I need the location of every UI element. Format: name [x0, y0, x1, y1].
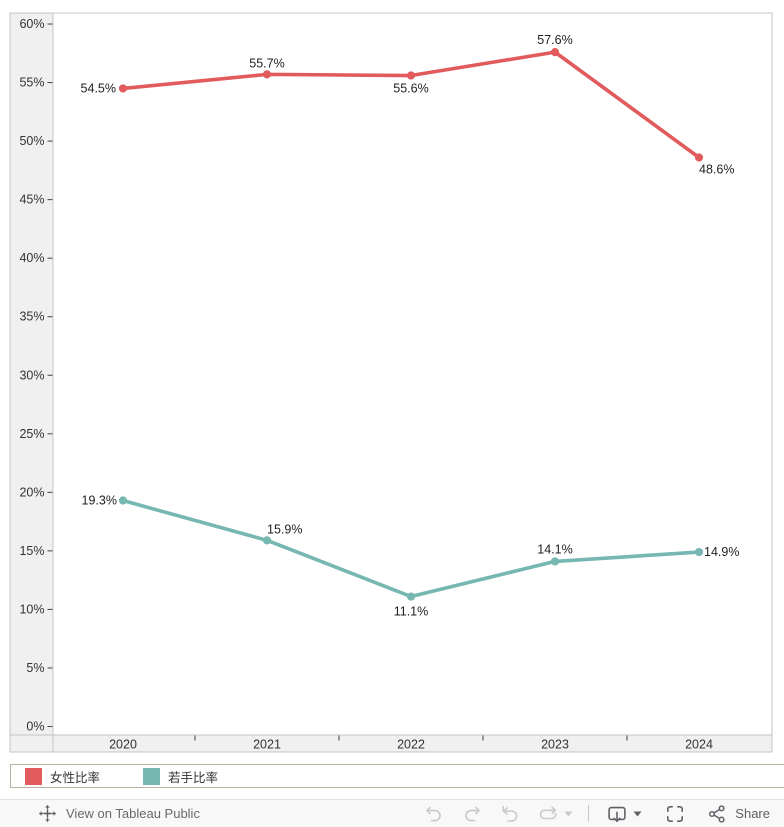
plot-area[interactable] [52, 12, 773, 736]
female-ratio-point-2023[interactable] [550, 48, 560, 57]
fullscreen-icon[interactable] [663, 802, 687, 826]
young-ratio-value-label: 14.9% [704, 545, 739, 559]
young-ratio-point-2020[interactable] [118, 496, 128, 505]
young-ratio-value-label: 11.1% [394, 605, 429, 619]
young-ratio-point-2021[interactable] [262, 536, 272, 545]
female-ratio-point-2021[interactable] [262, 70, 272, 79]
refresh-dropdown-caret-icon[interactable] [562, 802, 574, 826]
female-ratio-value-label: 57.6% [537, 33, 572, 47]
tableau-logo-icon [35, 802, 59, 826]
download-icon[interactable] [605, 802, 629, 826]
female-ratio-point-2022[interactable] [406, 71, 416, 80]
axis-corner-cell [9, 734, 54, 753]
x-axis-strip [52, 734, 773, 753]
y-tick-label: 10% [19, 602, 44, 616]
legend-item-female-ratio[interactable]: 女性比率 [25, 767, 143, 786]
share-button[interactable]: Share [705, 802, 770, 826]
tableau-toolbar: View on Tableau Public [0, 799, 784, 827]
female-ratio-value-label: 55.7% [249, 56, 284, 70]
y-tick-label: 45% [19, 193, 44, 207]
share-label: Share [735, 806, 770, 821]
young-ratio-value-label: 15.9% [267, 522, 302, 536]
x-axis-label-2024: 2024 [685, 738, 713, 752]
young-ratio-point-2022[interactable] [406, 592, 416, 601]
female-ratio-point-2020[interactable] [118, 84, 128, 93]
young-ratio-value-label: 14.1% [537, 542, 572, 556]
chart-legend: 女性比率 若手比率 [10, 764, 784, 788]
redo-icon[interactable] [460, 802, 484, 826]
y-tick-label: 25% [19, 427, 44, 441]
female-ratio-point-2024[interactable] [694, 153, 704, 162]
young-ratio-point-2023[interactable] [550, 557, 560, 566]
legend-label: 女性比率 [50, 770, 101, 785]
y-tick-label: 40% [19, 251, 44, 265]
young-ratio-swatch [143, 767, 160, 785]
view-on-tableau-label: View on Tableau Public [66, 806, 200, 821]
y-tick-label: 35% [19, 310, 44, 324]
young-ratio-value-label: 19.3% [82, 494, 117, 508]
y-tick-label: 0% [26, 720, 44, 734]
toolbar-divider [588, 805, 590, 822]
young-ratio-point-2024[interactable] [694, 547, 704, 557]
female-ratio-value-label: 55.6% [393, 82, 428, 96]
y-tick-label: 50% [19, 134, 44, 148]
tableau-viz: 0% 5% 10% 15% 20% 25% 30% 35% 40% 45% 50% 55% 60% 202… [9, 12, 773, 753]
y-tick-label: 20% [19, 485, 44, 499]
x-axis-label-2023: 2023 [541, 738, 569, 752]
x-axis-label-2020: 2020 [109, 738, 137, 752]
female-ratio-value-label: 54.5% [81, 81, 116, 95]
y-tick-label: 55% [19, 76, 44, 90]
y-axis-strip [9, 12, 54, 736]
line-chart: 0% 5% 10% 15% 20% 25% 30% 35% 40% 45% 50% 55% 60% 202… [9, 12, 773, 753]
share-icon [705, 802, 729, 826]
y-tick-label: 15% [19, 544, 44, 558]
y-tick-label: 60% [19, 17, 44, 31]
legend-label: 若手比率 [168, 770, 219, 785]
revert-icon[interactable] [498, 802, 522, 826]
female-ratio-swatch [25, 767, 42, 785]
undo-icon[interactable] [422, 802, 446, 826]
download-dropdown-caret-icon[interactable] [631, 802, 643, 826]
y-tick-label: 30% [19, 368, 44, 382]
female-ratio-value-label: 48.6% [699, 162, 734, 176]
x-axis-label-2022: 2022 [397, 738, 425, 752]
view-on-tableau-link[interactable]: View on Tableau Public [35, 802, 200, 826]
y-tick-label: 5% [26, 661, 44, 675]
x-axis-label-2021: 2021 [253, 738, 281, 752]
legend-item-young-ratio[interactable]: 若手比率 [143, 767, 261, 786]
refresh-icon[interactable] [536, 802, 560, 826]
